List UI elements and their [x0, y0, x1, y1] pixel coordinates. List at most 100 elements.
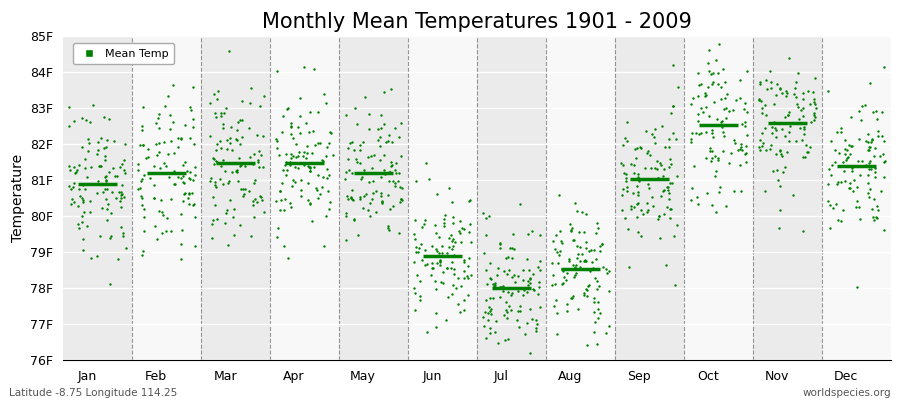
Point — [356, 138, 370, 145]
Point — [873, 153, 887, 160]
Point — [350, 159, 365, 166]
Point — [867, 153, 881, 159]
Point — [777, 120, 791, 126]
Point — [341, 156, 356, 162]
Point — [440, 265, 454, 271]
Point — [860, 172, 875, 178]
Point — [349, 156, 364, 162]
Point — [300, 143, 314, 149]
Point — [738, 122, 752, 129]
Point — [375, 199, 390, 205]
Point — [256, 164, 271, 170]
Point — [532, 304, 546, 310]
Point — [691, 92, 706, 99]
Point — [461, 274, 475, 281]
Point — [79, 116, 94, 123]
Point — [83, 197, 97, 204]
Point — [463, 221, 477, 227]
Point — [850, 158, 865, 164]
Point — [408, 236, 422, 242]
Point — [479, 266, 493, 273]
Point — [844, 114, 859, 121]
Point — [293, 187, 308, 193]
Point — [587, 299, 601, 306]
Point — [247, 214, 261, 220]
Point — [627, 161, 642, 168]
Point — [445, 198, 459, 205]
Point — [796, 120, 811, 126]
Point — [278, 162, 293, 168]
Point — [781, 109, 796, 116]
Point — [104, 189, 119, 195]
Point — [642, 185, 656, 191]
Point — [663, 180, 678, 186]
Point — [830, 129, 844, 135]
Point — [446, 220, 460, 226]
Point — [839, 157, 853, 164]
Point — [483, 295, 498, 302]
Point — [269, 136, 284, 142]
Point — [105, 164, 120, 171]
Point — [392, 170, 406, 176]
Point — [454, 239, 468, 245]
Point — [654, 123, 669, 130]
Point — [164, 228, 178, 235]
Point — [854, 116, 868, 123]
Point — [704, 158, 718, 164]
Point — [619, 171, 634, 177]
Point — [437, 216, 452, 222]
Point — [691, 201, 706, 207]
Point — [284, 122, 298, 129]
Point — [808, 114, 823, 120]
Point — [877, 227, 891, 234]
Point — [175, 227, 189, 234]
Point — [689, 193, 704, 200]
Point — [237, 191, 251, 198]
Point — [516, 267, 530, 274]
Point — [577, 229, 591, 235]
Point — [790, 104, 805, 110]
Point — [118, 140, 132, 147]
Point — [446, 236, 461, 242]
Point — [360, 207, 374, 213]
Point — [378, 138, 392, 145]
Point — [96, 145, 111, 151]
Point — [531, 291, 545, 297]
Point — [807, 100, 822, 107]
Point — [630, 201, 644, 207]
Point — [684, 101, 698, 107]
Point — [568, 200, 582, 206]
Point — [362, 126, 376, 132]
Point — [371, 137, 385, 143]
Point — [99, 178, 113, 185]
Point — [520, 288, 535, 295]
Point — [217, 110, 231, 116]
Point — [599, 270, 614, 276]
Point — [186, 84, 201, 90]
Point — [602, 268, 616, 274]
Point — [345, 139, 359, 146]
Point — [136, 142, 150, 149]
Point — [782, 129, 796, 135]
Point — [687, 163, 701, 169]
Point — [734, 140, 748, 147]
Point — [690, 26, 705, 33]
Point — [242, 153, 256, 160]
Point — [532, 284, 546, 290]
Point — [382, 225, 396, 232]
Point — [479, 297, 493, 304]
Point — [851, 136, 866, 142]
Point — [67, 198, 81, 205]
Point — [346, 147, 361, 153]
Point — [248, 196, 263, 202]
Point — [354, 176, 368, 182]
Point — [69, 167, 84, 174]
Point — [511, 273, 526, 279]
Point — [616, 206, 630, 213]
Point — [456, 296, 471, 303]
Point — [150, 152, 165, 158]
Point — [291, 164, 305, 171]
Point — [174, 135, 188, 141]
Point — [644, 131, 659, 137]
Point — [702, 148, 716, 154]
